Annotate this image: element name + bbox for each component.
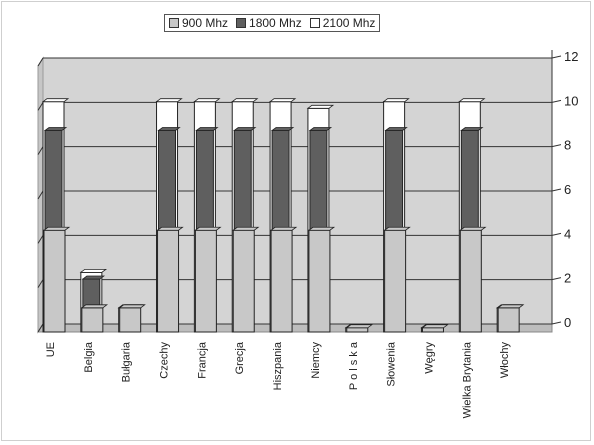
- legend-swatch: [236, 18, 247, 28]
- bar-900-mhz: [308, 229, 331, 333]
- category-label: Francja: [196, 341, 208, 379]
- bar-top: [383, 226, 411, 231]
- bar-900-mhz: [232, 229, 255, 333]
- bar-900-mhz: [421, 327, 444, 333]
- bar-top: [43, 127, 68, 131]
- bar-top: [268, 98, 297, 103]
- bar-900-mhz: [497, 307, 520, 333]
- bar-top: [384, 127, 408, 131]
- y-tick-label: 12: [564, 49, 578, 64]
- bar-top: [270, 127, 295, 131]
- legend-swatch: [169, 18, 179, 28]
- category-label: P o l s k a: [348, 341, 360, 390]
- y-tick-label: 2: [564, 271, 571, 286]
- category-label: Węgry: [423, 342, 435, 374]
- y-tick: [551, 144, 562, 148]
- y-tick-label: 4: [564, 226, 571, 241]
- category-label: Włochy: [499, 342, 511, 379]
- legend: 900 Mhz 1800 Mhz 2100 Mhz: [164, 14, 381, 32]
- bar-900-mhz: [194, 229, 217, 333]
- y-tick-label: 10: [564, 93, 578, 108]
- gridline-side: [37, 190, 44, 200]
- y-tick: [551, 321, 562, 325]
- bar-top: [195, 127, 219, 131]
- legend-item: 1800 Mhz: [236, 16, 302, 30]
- bar-900-mhz: [459, 229, 482, 333]
- y-tick: [551, 188, 562, 192]
- bar-top: [232, 226, 260, 231]
- category-label: Bułgaria: [121, 341, 133, 382]
- category-label: Belgia: [83, 341, 95, 372]
- bar-top: [458, 98, 486, 103]
- bar-top: [459, 226, 487, 231]
- category-label: Grecja: [234, 341, 246, 374]
- bar-top: [80, 304, 109, 309]
- bar-top: [421, 324, 449, 329]
- category-label: Niemcy: [310, 342, 322, 379]
- bar-top: [233, 127, 257, 131]
- y-tick-label: 6: [564, 182, 571, 197]
- bar-900-mhz: [384, 229, 407, 333]
- bar-900-mhz: [157, 229, 180, 333]
- bar-top: [345, 324, 373, 329]
- bar-top: [231, 98, 259, 103]
- category-label: Słowenia: [386, 341, 398, 387]
- gridline-side: [37, 57, 44, 67]
- bar-top: [155, 98, 183, 103]
- legend-item: 2100 Mhz: [309, 16, 376, 30]
- gridline-side: [37, 102, 44, 111]
- bar-top: [496, 304, 525, 309]
- y-tick-label: 0: [564, 315, 571, 330]
- category-label: Wielka Brytania: [461, 341, 473, 418]
- legend-label: 2100 Mhz: [322, 16, 376, 30]
- bar-900-mhz: [270, 229, 293, 333]
- bar-top: [156, 226, 184, 231]
- gridline-side: [37, 323, 44, 333]
- y-tick-label: 8: [564, 138, 571, 153]
- bar-top: [382, 98, 410, 103]
- gridline-side: [37, 235, 44, 244]
- category-label: Czechy: [159, 342, 171, 379]
- category-label: UE: [45, 342, 57, 357]
- y-tick: [551, 55, 562, 59]
- gridline-side: [37, 279, 44, 288]
- bar-top: [79, 268, 108, 273]
- bar-900-mhz: [346, 327, 369, 333]
- bar-top: [460, 127, 484, 131]
- legend-label: 1800 Mhz: [249, 16, 302, 30]
- gridline-side: [37, 146, 44, 155]
- bar-top: [42, 226, 71, 231]
- legend-label: 900 Mhz: [182, 16, 229, 30]
- bar-top: [81, 275, 106, 280]
- x-axis: UE Belgia Bułgaria Czechy Francja Grecja Hiszp…: [45, 341, 511, 418]
- category-label: Hiszpania: [272, 341, 284, 390]
- y-axis: 0 2 4 6 8 10 12: [551, 49, 578, 330]
- bar-top: [41, 98, 70, 103]
- legend-item: 900 Mhz: [169, 16, 228, 30]
- y-tick: [551, 277, 562, 281]
- legend-swatch: [309, 18, 320, 28]
- bar-900-mhz: [119, 307, 142, 333]
- bar-top: [308, 127, 333, 131]
- bars: [41, 98, 525, 333]
- bar-top: [157, 127, 181, 131]
- y-tick: [551, 99, 562, 103]
- bar-900-mhz: [81, 307, 104, 333]
- bar-top: [194, 226, 222, 231]
- y-tick: [551, 232, 562, 236]
- bar-top: [269, 226, 298, 231]
- bar-top: [118, 304, 146, 309]
- bar-top: [306, 104, 335, 109]
- bar-900-mhz: [43, 229, 66, 333]
- bar-top: [307, 226, 336, 231]
- bar-top: [193, 98, 221, 103]
